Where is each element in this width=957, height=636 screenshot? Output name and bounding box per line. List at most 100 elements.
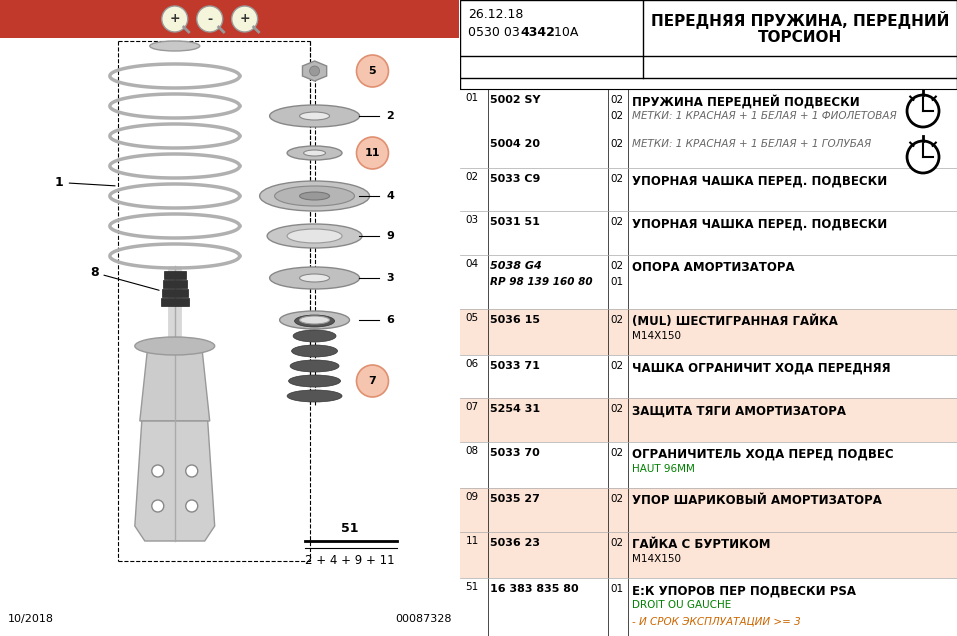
Circle shape: [357, 137, 389, 169]
Circle shape: [357, 55, 389, 87]
Text: 5033 C9: 5033 C9: [490, 174, 541, 184]
Ellipse shape: [279, 311, 349, 329]
Text: 10A: 10A: [550, 25, 579, 39]
Text: 09: 09: [465, 492, 478, 502]
Text: 5038 G4: 5038 G4: [490, 261, 542, 270]
Bar: [0, 0, 459, 38]
Ellipse shape: [300, 274, 329, 282]
Text: 01: 01: [611, 584, 623, 595]
Bar: [161, 298, 189, 306]
Circle shape: [162, 6, 188, 32]
Text: ПРУЖИНА ПЕРЕДНЕЙ ПОДВЕСКИ: ПРУЖИНА ПЕРЕДНЕЙ ПОДВЕСКИ: [633, 95, 860, 109]
Text: 5035 27: 5035 27: [490, 494, 540, 504]
Text: M14X150: M14X150: [633, 331, 681, 340]
Text: 02: 02: [465, 172, 478, 182]
Ellipse shape: [290, 360, 339, 372]
Ellipse shape: [287, 229, 342, 243]
Bar: [460, 532, 957, 578]
Bar: [460, 211, 957, 254]
Ellipse shape: [303, 150, 325, 156]
Text: МЕТКИ: 1 КРАСНАЯ + 1 БЕЛАЯ + 1 ФИОЛЕТОВАЯ: МЕТКИ: 1 КРАСНАЯ + 1 БЕЛАЯ + 1 ФИОЛЕТОВА…: [633, 111, 897, 121]
Ellipse shape: [270, 105, 360, 127]
Ellipse shape: [300, 192, 329, 200]
Text: УПОР ШАРИКОВЫЙ АМОРТИЗАТОРА: УПОР ШАРИКОВЫЙ АМОРТИЗАТОРА: [633, 494, 882, 508]
Text: ОПОРА АМОРТИЗАТОРА: ОПОРА АМОРТИЗАТОРА: [633, 261, 795, 273]
Text: 2: 2: [387, 111, 394, 121]
Text: 02: 02: [611, 494, 623, 504]
Text: 4: 4: [387, 191, 394, 201]
Text: 0530 03: 0530 03: [468, 25, 524, 39]
Text: 05: 05: [465, 312, 478, 322]
Bar: [163, 280, 187, 288]
Text: DROIT OU GAUCHE: DROIT OU GAUCHE: [633, 600, 731, 611]
Ellipse shape: [300, 112, 329, 120]
Bar: [460, 308, 957, 356]
Bar: [460, 356, 957, 399]
Ellipse shape: [259, 181, 369, 211]
Text: 9: 9: [387, 231, 394, 241]
Text: 04: 04: [465, 259, 478, 268]
Text: 06: 06: [465, 359, 478, 370]
Text: -: -: [207, 13, 212, 25]
Bar: [460, 488, 957, 532]
Circle shape: [232, 6, 257, 32]
Circle shape: [186, 465, 198, 477]
Bar: [460, 441, 957, 488]
Text: 4342: 4342: [521, 25, 555, 39]
Ellipse shape: [292, 345, 338, 357]
Bar: [162, 289, 188, 297]
Text: 07: 07: [465, 403, 478, 413]
Ellipse shape: [289, 375, 341, 387]
Text: 02: 02: [611, 111, 623, 121]
Text: 7: 7: [368, 376, 376, 386]
Text: (MUL) ШЕСТИГРАННАЯ ГАЙКА: (MUL) ШЕСТИГРАННАЯ ГАЙКА: [633, 315, 838, 328]
Text: 08: 08: [465, 446, 478, 455]
Text: 3: 3: [387, 273, 394, 283]
Text: 5036 15: 5036 15: [490, 315, 541, 324]
Text: 5036 23: 5036 23: [490, 537, 541, 548]
Ellipse shape: [275, 186, 354, 206]
Text: 5033 70: 5033 70: [490, 448, 540, 458]
Text: УПОРНАЯ ЧАШКА ПЕРЕД. ПОДВЕСКИ: УПОРНАЯ ЧАШКА ПЕРЕД. ПОДВЕСКИ: [633, 174, 887, 187]
Text: ПЕРЕДНЯЯ ПРУЖИНА, ПЕРЕДНИЙ: ПЕРЕДНЯЯ ПРУЖИНА, ПЕРЕДНИЙ: [651, 11, 949, 29]
Text: 5002 SY: 5002 SY: [490, 95, 541, 105]
Text: 02: 02: [611, 315, 623, 324]
Text: 8: 8: [90, 266, 159, 290]
Text: МЕТКИ: 1 КРАСНАЯ + 1 БЕЛАЯ + 1 ГОЛУБАЯ: МЕТКИ: 1 КРАСНАЯ + 1 БЕЛАЯ + 1 ГОЛУБАЯ: [633, 139, 872, 149]
Circle shape: [907, 95, 939, 127]
Bar: [460, 168, 957, 211]
Text: +: +: [239, 13, 250, 25]
Text: 02: 02: [611, 448, 623, 458]
Text: +: +: [169, 13, 180, 25]
Text: 5: 5: [368, 66, 376, 76]
Bar: [460, 254, 957, 308]
Text: 02: 02: [611, 174, 623, 184]
Circle shape: [152, 500, 164, 512]
Text: 5004 20: 5004 20: [490, 139, 541, 149]
Text: 02: 02: [611, 139, 623, 149]
Text: ТОРСИОН: ТОРСИОН: [758, 31, 842, 46]
Ellipse shape: [300, 316, 329, 324]
Polygon shape: [135, 421, 214, 541]
Text: 02: 02: [611, 261, 623, 270]
Circle shape: [309, 66, 320, 76]
Text: 5254 31: 5254 31: [490, 404, 541, 415]
Circle shape: [152, 465, 164, 477]
Text: ЧАШКА ОГРАНИЧИТ ХОДА ПЕРЕДНЯЯ: ЧАШКА ОГРАНИЧИТ ХОДА ПЕРЕДНЯЯ: [633, 361, 891, 375]
Circle shape: [197, 6, 223, 32]
Bar: [164, 271, 186, 279]
Text: 11: 11: [465, 536, 478, 546]
Polygon shape: [140, 346, 210, 421]
Text: 10/2018: 10/2018: [8, 614, 54, 624]
Ellipse shape: [150, 41, 200, 51]
Text: 02: 02: [611, 537, 623, 548]
Text: 16 383 835 80: 16 383 835 80: [490, 584, 579, 595]
Text: 02: 02: [611, 361, 623, 371]
Text: 02: 02: [611, 218, 623, 227]
Text: ГАЙКА С БУРТИКОМ: ГАЙКА С БУРТИКОМ: [633, 537, 770, 551]
Bar: [460, 89, 957, 168]
Text: HAUT 96MM: HAUT 96MM: [633, 464, 695, 474]
Text: RP 98 139 160 80: RP 98 139 160 80: [490, 277, 593, 287]
Circle shape: [186, 500, 198, 512]
Text: 51: 51: [465, 583, 478, 592]
